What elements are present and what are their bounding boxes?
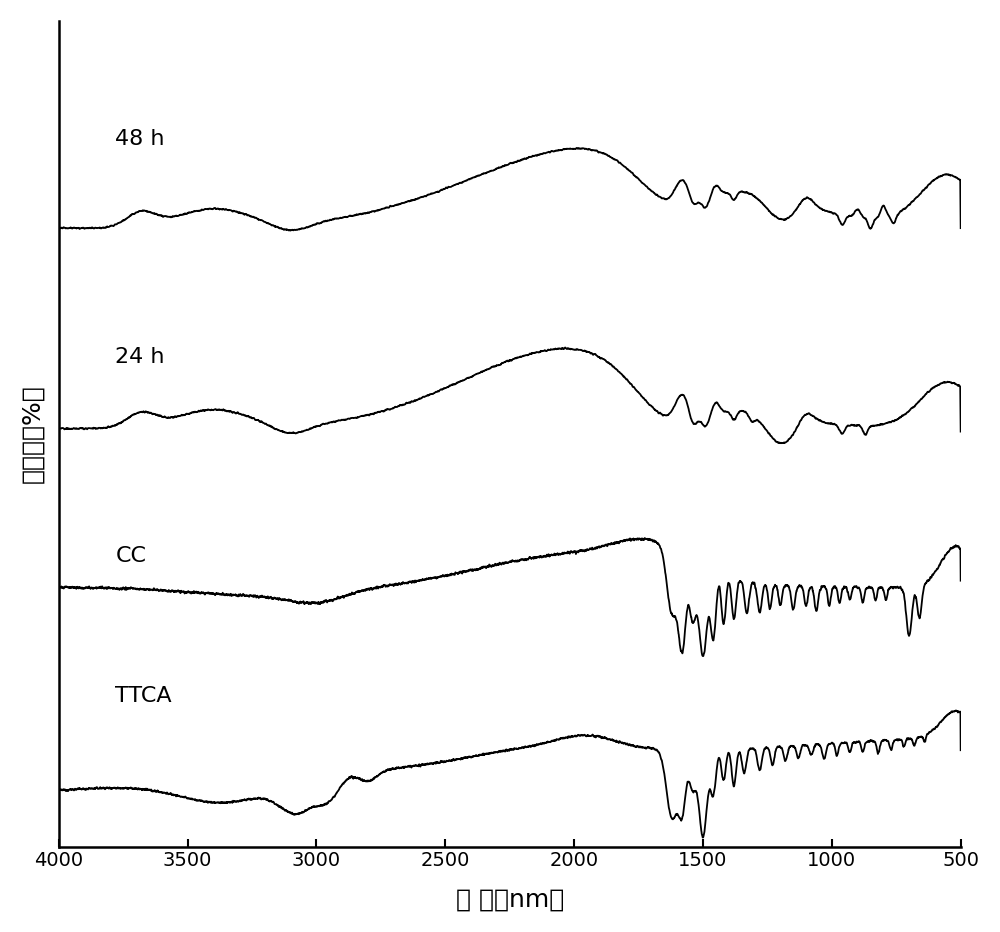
Text: 48 h: 48 h <box>115 129 165 149</box>
Y-axis label: 透射率（%）: 透射率（%） <box>21 384 45 483</box>
Text: TTCA: TTCA <box>115 686 172 706</box>
X-axis label: 波 长（nm）: 波 长（nm） <box>456 887 564 911</box>
Text: CC: CC <box>115 546 146 567</box>
Text: 24 h: 24 h <box>115 347 165 366</box>
